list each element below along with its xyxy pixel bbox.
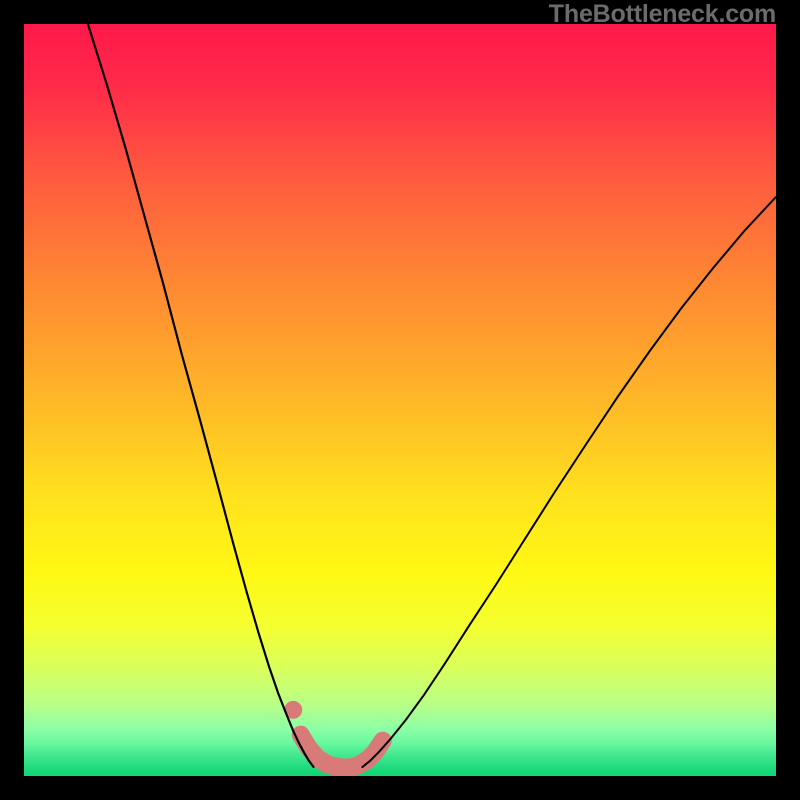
- bottleneck-curve-left: [88, 24, 314, 767]
- plot-frame: [24, 24, 776, 776]
- bottleneck-curve-right: [362, 197, 776, 767]
- bottleneck-highlight-band: [301, 735, 383, 768]
- watermark-text: TheBottleneck.com: [549, 0, 776, 29]
- chart-overlay: [24, 24, 776, 776]
